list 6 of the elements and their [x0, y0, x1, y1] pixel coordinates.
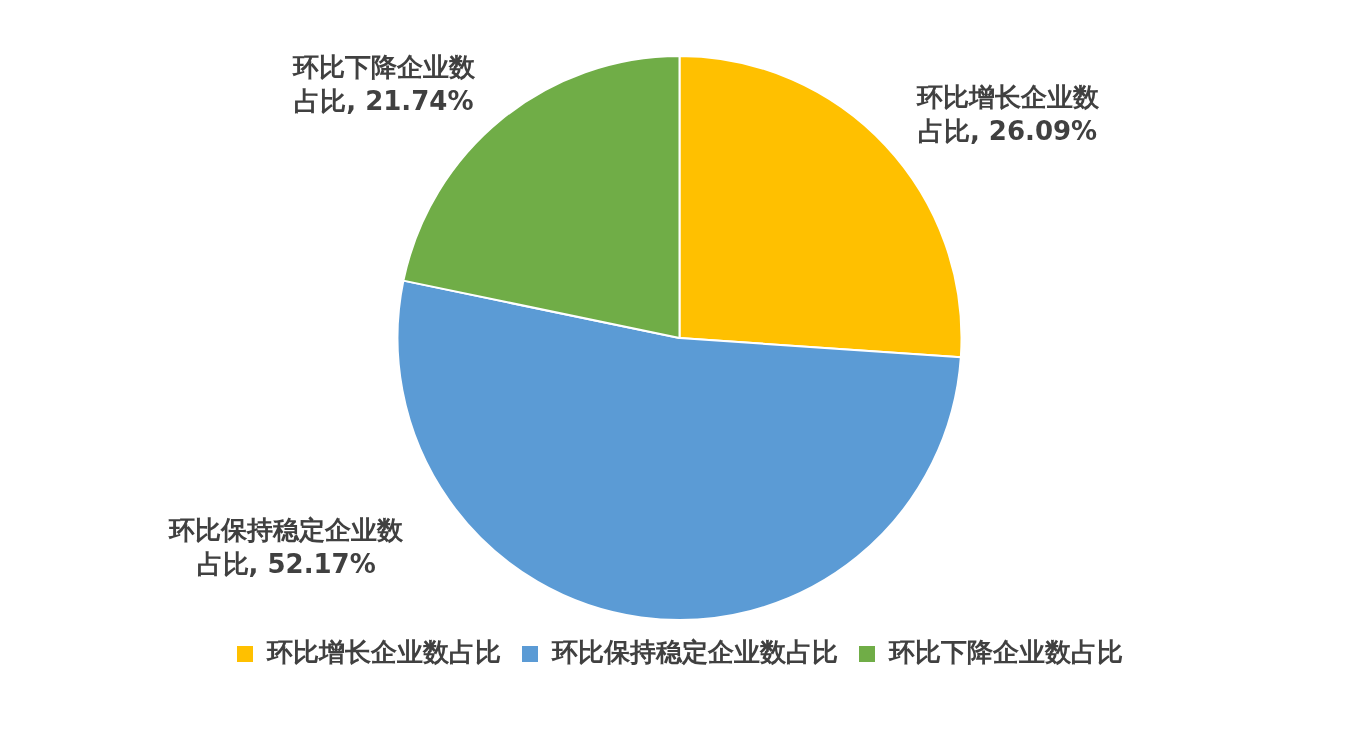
data-label: 环比保持稳定企业数占比, 52.17% [168, 515, 405, 580]
legend-label: 环比下降企业数占比 [888, 636, 1123, 667]
data-label: 环比增长企业数占比, 26.09% [915, 82, 1100, 147]
legend-label: 环比保持稳定企业数占比 [551, 636, 838, 667]
data-label: 环比下降企业数占比, 21.74% [291, 52, 476, 117]
legend-label: 环比增长企业数占比 [266, 636, 501, 667]
